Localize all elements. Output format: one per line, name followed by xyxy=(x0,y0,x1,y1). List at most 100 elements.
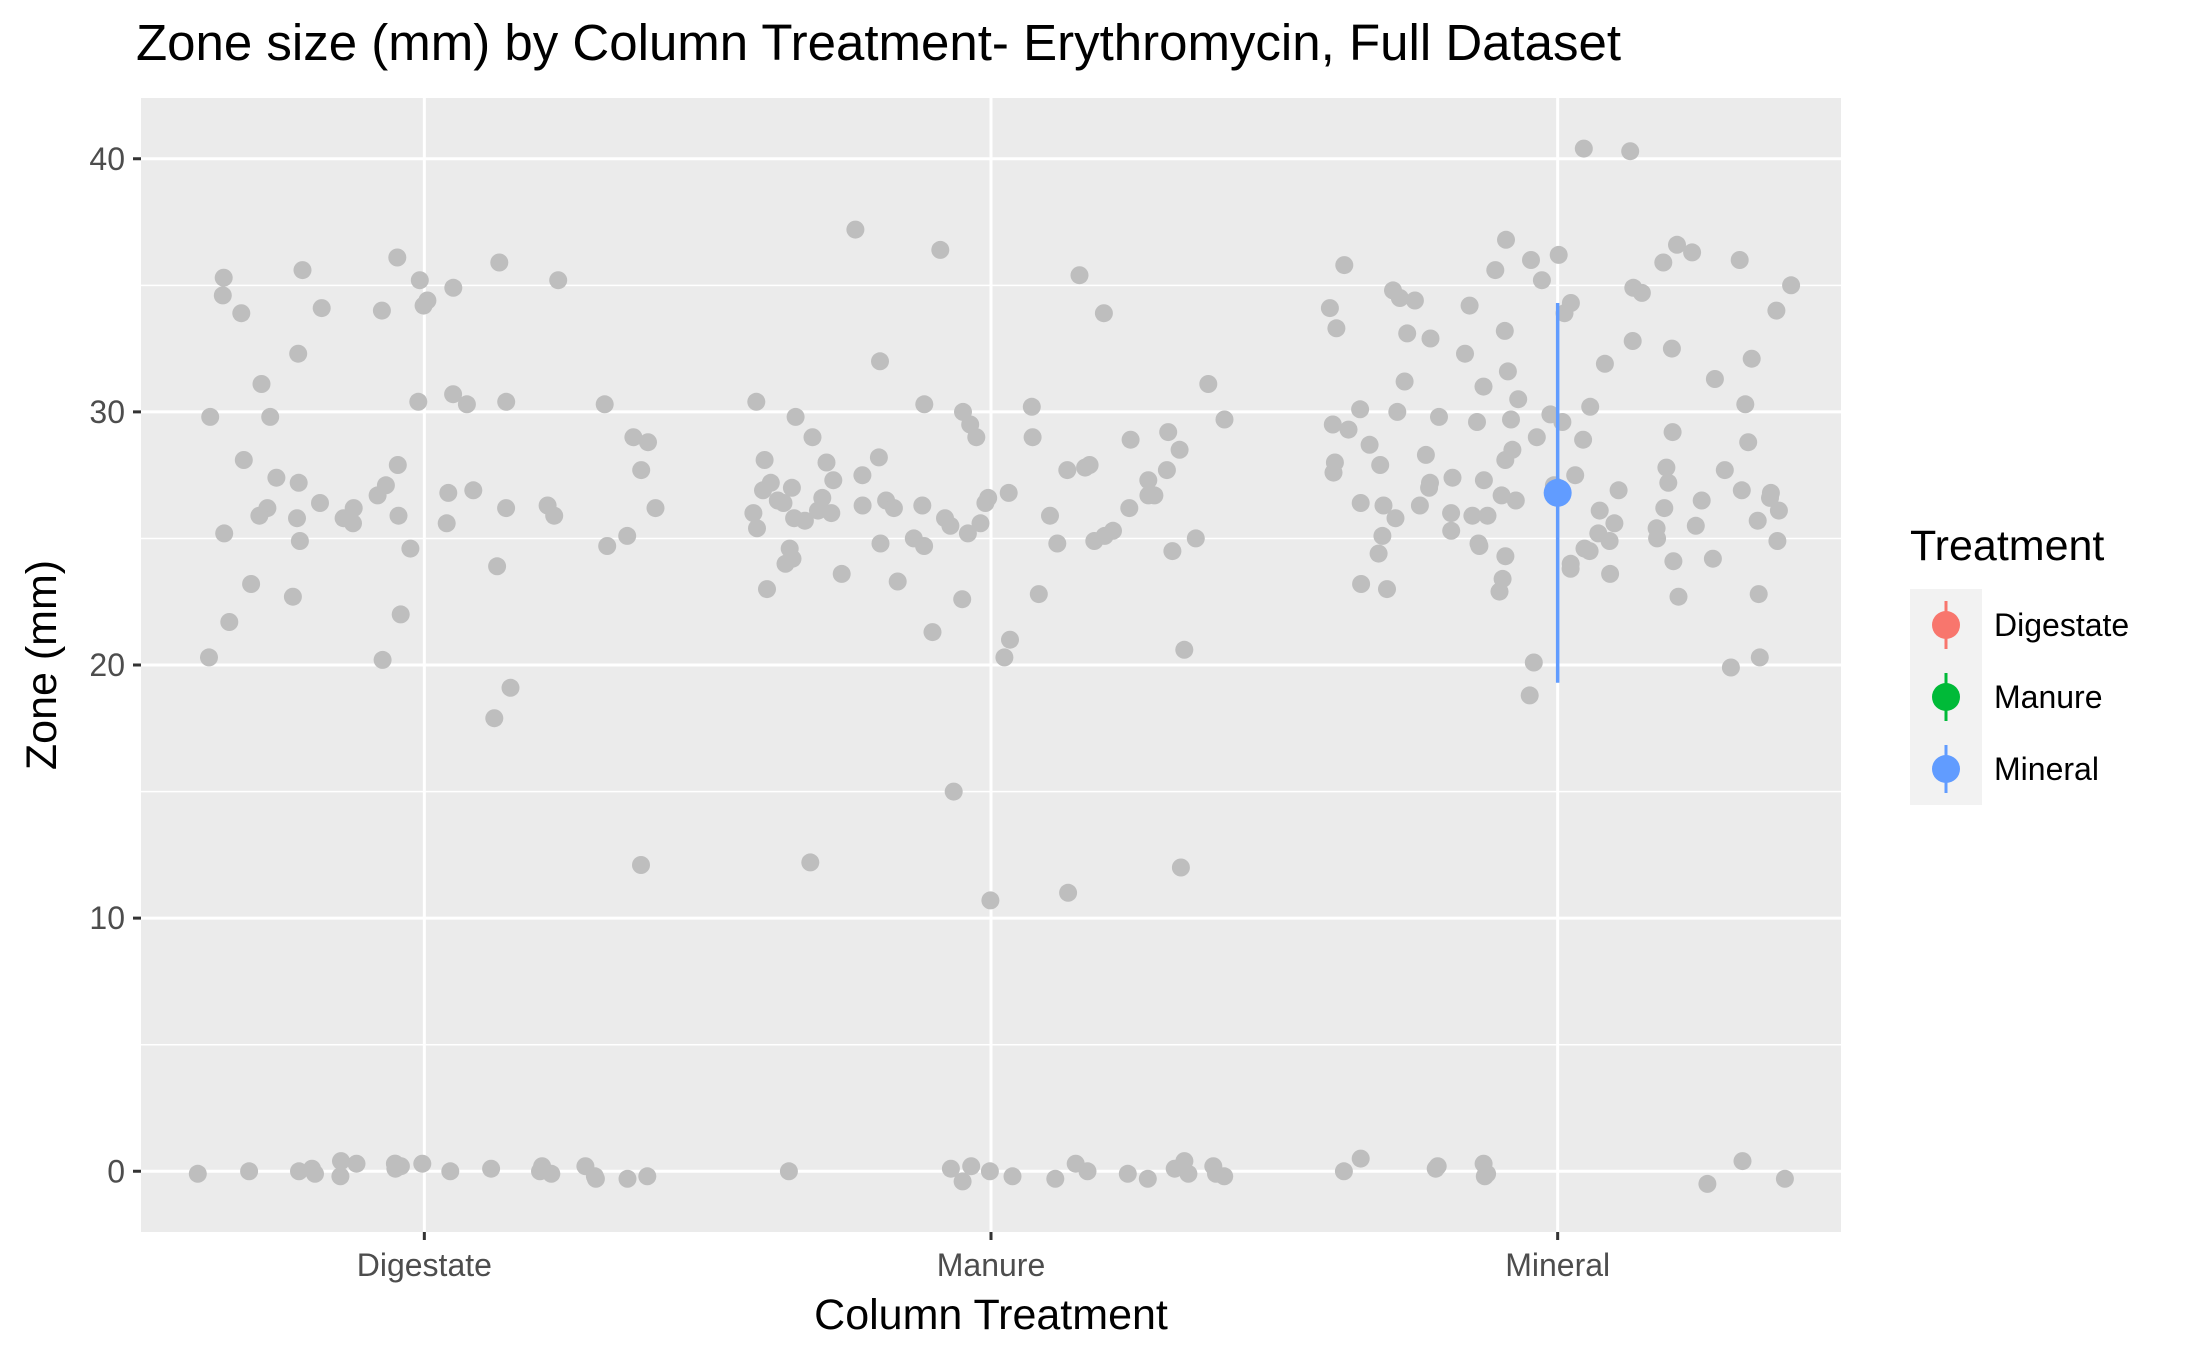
data-point xyxy=(1335,256,1354,275)
data-point xyxy=(1524,653,1543,672)
data-point xyxy=(1443,468,1462,487)
data-point xyxy=(312,299,331,318)
data-point xyxy=(1048,534,1067,553)
data-point xyxy=(598,537,617,555)
data-point xyxy=(441,1162,460,1181)
data-point xyxy=(941,516,960,535)
data-point xyxy=(1390,289,1409,307)
data-point xyxy=(638,1167,657,1186)
data-point xyxy=(1566,466,1585,485)
data-point xyxy=(1495,321,1514,340)
data-point xyxy=(1549,245,1568,264)
data-point xyxy=(1648,529,1667,548)
data-point xyxy=(923,623,942,642)
data-point xyxy=(632,461,651,480)
data-point xyxy=(758,580,776,599)
data-point xyxy=(501,678,520,697)
data-point xyxy=(1323,415,1342,434)
data-point xyxy=(1748,511,1767,530)
legend-label: Mineral xyxy=(1994,751,2099,787)
data-point xyxy=(971,514,990,533)
data-point xyxy=(1456,344,1474,363)
data-point xyxy=(290,1162,308,1181)
summary-layer xyxy=(1543,303,1572,683)
data-point xyxy=(1320,299,1339,318)
data-point xyxy=(1094,304,1113,323)
data-point xyxy=(1632,283,1651,302)
y-tick-label: 30 xyxy=(89,394,125,430)
data-point xyxy=(786,407,805,426)
data-point xyxy=(1509,390,1528,409)
data-point xyxy=(953,1172,972,1191)
data-point xyxy=(618,526,637,545)
data-point xyxy=(311,494,329,512)
data-point xyxy=(1705,370,1724,388)
data-point xyxy=(1378,580,1396,599)
data-point xyxy=(1574,430,1593,449)
data-point xyxy=(1522,251,1540,269)
data-point xyxy=(401,539,420,558)
data-point xyxy=(234,451,253,469)
x-axis: Digestate Manure Mineral xyxy=(357,1232,1610,1283)
data-point xyxy=(410,271,429,290)
data-point xyxy=(1736,395,1755,414)
data-point xyxy=(1698,1174,1717,1193)
data-point xyxy=(1430,407,1448,426)
data-point xyxy=(1118,1164,1137,1183)
data-point xyxy=(1171,858,1190,877)
data-point xyxy=(1768,532,1787,550)
x-tick-label: Manure xyxy=(937,1247,1046,1283)
data-point xyxy=(267,468,286,487)
data-point xyxy=(488,557,507,576)
data-point xyxy=(747,392,766,411)
legend-label: Digestate xyxy=(1994,607,2129,643)
data-point xyxy=(1046,1169,1065,1188)
data-point xyxy=(306,1164,324,1183)
data-point xyxy=(332,1152,350,1171)
data-point xyxy=(1139,471,1158,490)
data-point xyxy=(884,499,903,518)
data-point xyxy=(1352,575,1371,593)
data-point xyxy=(967,428,986,447)
data-point xyxy=(344,514,362,533)
data-point xyxy=(201,407,220,426)
data-point xyxy=(1600,532,1619,550)
y-tick-label: 0 xyxy=(107,1153,125,1189)
data-point xyxy=(646,499,665,518)
jitter-points xyxy=(188,139,1801,1193)
data-point xyxy=(1179,1164,1198,1183)
data-point xyxy=(871,534,890,553)
data-point xyxy=(1478,506,1497,525)
data-point xyxy=(779,1162,798,1181)
data-point xyxy=(1078,1162,1097,1181)
data-point xyxy=(1334,1162,1353,1181)
data-point xyxy=(1621,142,1640,161)
data-point xyxy=(1386,509,1405,528)
y-tick-label: 40 xyxy=(89,141,125,177)
data-point xyxy=(1555,304,1574,323)
data-point xyxy=(464,481,483,500)
data-point xyxy=(782,478,801,497)
data-point xyxy=(639,433,657,452)
data-point xyxy=(388,456,407,474)
data-point xyxy=(1426,1159,1445,1178)
data-point xyxy=(1159,423,1178,442)
data-point xyxy=(824,471,843,490)
data-point xyxy=(1761,488,1779,507)
data-point xyxy=(913,496,932,515)
data-point xyxy=(944,782,963,801)
data-point xyxy=(795,511,814,530)
x-axis-title: Column Treatment xyxy=(814,1291,1168,1339)
data-point xyxy=(200,648,218,667)
data-point xyxy=(293,261,312,280)
data-point xyxy=(595,395,614,414)
data-point xyxy=(801,853,820,872)
data-point xyxy=(457,395,476,414)
data-point xyxy=(372,301,391,320)
data-point xyxy=(1749,585,1768,604)
data-point xyxy=(389,506,408,525)
data-point xyxy=(538,496,557,515)
data-point xyxy=(1351,1149,1370,1168)
data-point xyxy=(1659,473,1678,492)
data-point xyxy=(368,486,387,505)
